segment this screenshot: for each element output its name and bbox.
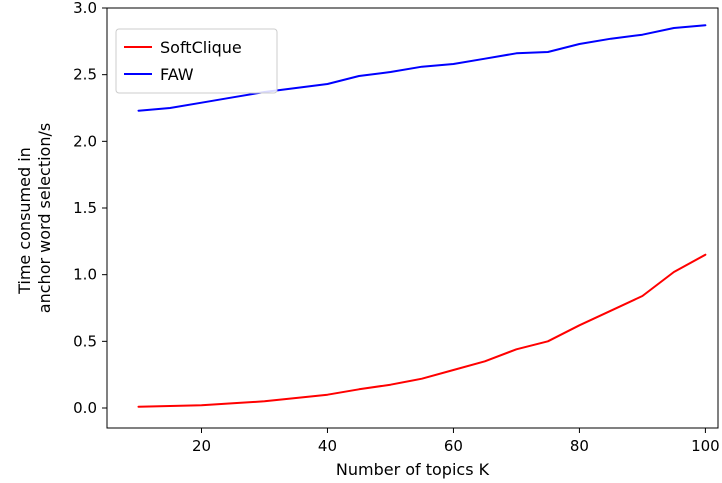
y-axis-label: Time consumed in anchor word selection/s (15, 123, 54, 313)
series-line-faw (137, 24, 707, 112)
legend: SoftClique FAW (115, 28, 278, 94)
y-tick-label: 1.5 (73, 199, 97, 217)
lines-layer (137, 24, 707, 408)
x-tick-label: 60 (444, 437, 463, 455)
series-line-softclique (137, 253, 707, 408)
y-axis-label-line-2: anchor word selection/s (35, 123, 54, 313)
x-tick-label: 40 (318, 437, 337, 455)
y-tick-label: 3.0 (73, 0, 97, 17)
legend-box (115, 28, 278, 94)
x-tick-label: 100 (691, 437, 720, 455)
y-tick-label: 1.0 (73, 266, 97, 284)
x-axis-label: Number of topics K (336, 460, 490, 479)
y-axis-label-line-1: Time consumed in (15, 147, 34, 295)
y-tick-label: 0.0 (73, 399, 97, 417)
x-tick-label: 20 (192, 437, 211, 455)
y-tick-label: 0.5 (73, 332, 97, 350)
ticks-layer: 20 40 60 80 100 0.0 0.5 1.0 1.5 2.0 2.5 3.0 (73, 0, 720, 455)
plot-frame (106, 7, 719, 429)
y-tick-label: 2.5 (73, 66, 97, 84)
legend-label-softclique: SoftClique (160, 38, 242, 57)
x-tick-label: 80 (570, 437, 589, 455)
y-tick-label: 2.0 (73, 132, 97, 150)
legend-label-faw: FAW (160, 65, 194, 84)
